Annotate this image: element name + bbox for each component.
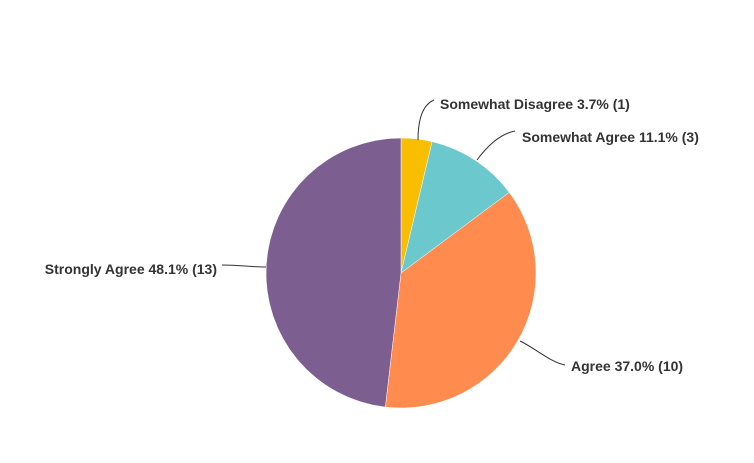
leader-line-agree xyxy=(519,340,566,366)
leader-line-somewhat-disagree xyxy=(417,99,435,141)
slice-label-somewhat-agree: Somewhat Agree 11.1% (3) xyxy=(522,129,699,145)
leader-line-strongly-agree xyxy=(221,264,267,268)
pie-slice-strongly-agree xyxy=(265,137,402,408)
pie-slice-somewhat-agree xyxy=(400,141,510,274)
leader-line-somewhat-agree xyxy=(476,130,516,161)
slice-label-agree: Agree 37.0% (10) xyxy=(571,358,684,374)
slice-label-strongly-agree: Strongly Agree 48.1% (13) xyxy=(44,261,217,277)
slice-label-somewhat-disagree: Somewhat Disagree 3.7% (1) xyxy=(440,96,630,112)
pie-slice-agree xyxy=(385,192,537,409)
